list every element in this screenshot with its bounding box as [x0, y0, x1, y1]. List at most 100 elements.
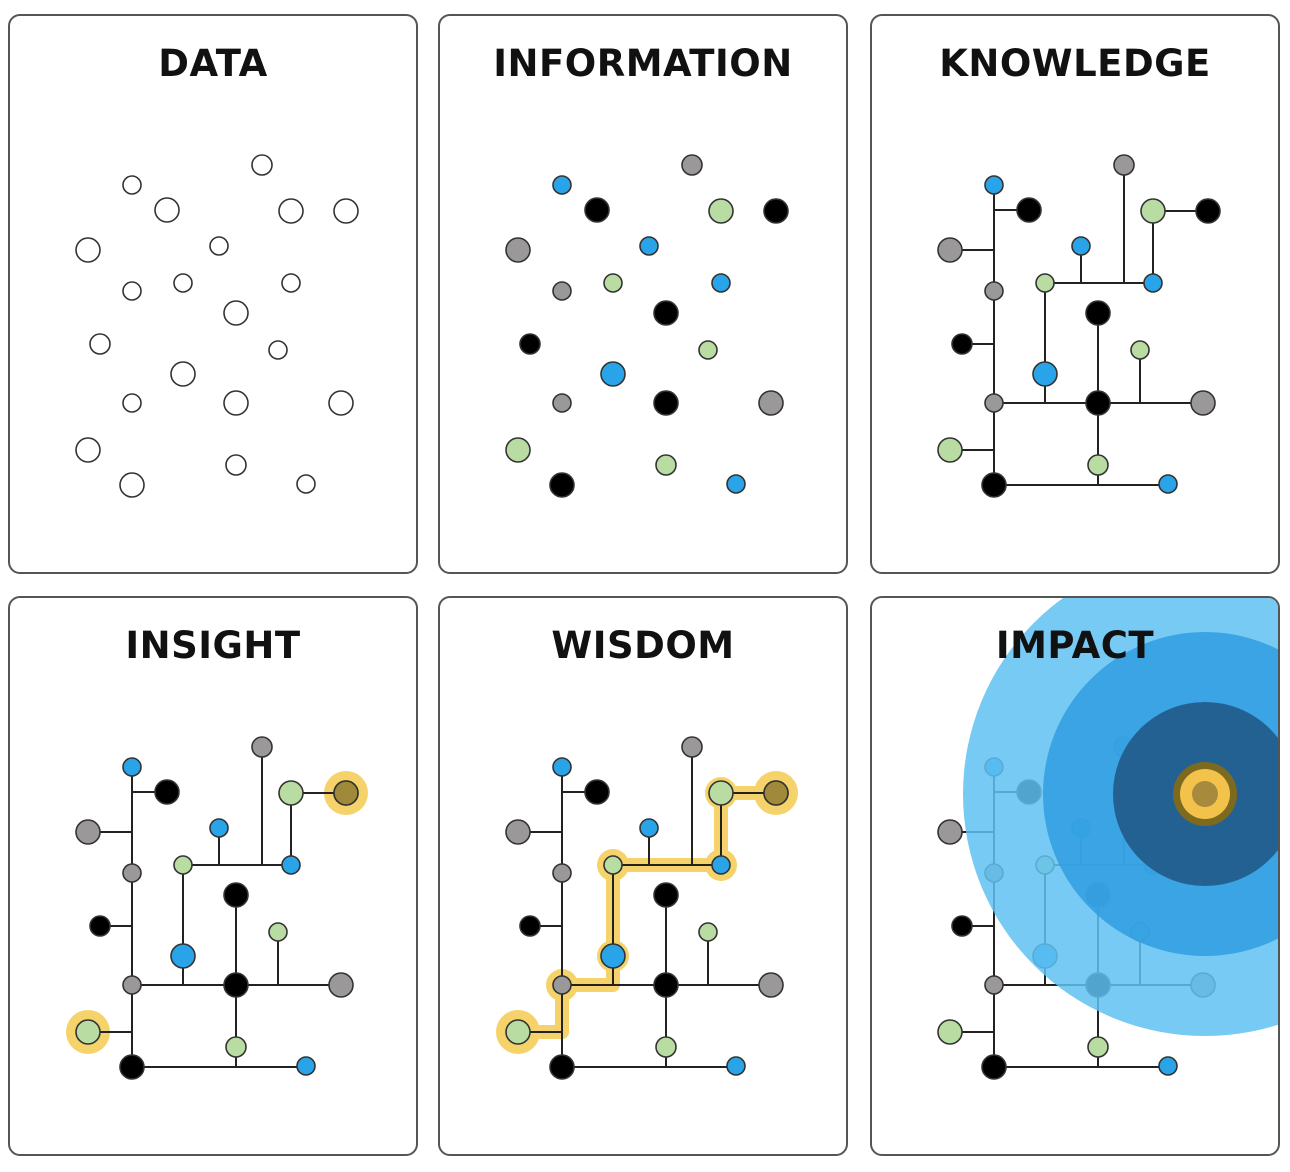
node-empty — [278, 198, 304, 224]
node-black — [653, 882, 679, 908]
panel-title: DATA — [158, 42, 268, 85]
node-blue — [1032, 361, 1058, 387]
node-gray — [758, 972, 784, 998]
node-green — [278, 780, 304, 806]
node-empty — [296, 474, 316, 494]
node-green — [268, 922, 288, 942]
node-green — [937, 1019, 963, 1045]
node-gray — [552, 281, 572, 301]
node-gray — [552, 863, 572, 883]
node-green — [1087, 454, 1109, 476]
node-blue — [552, 757, 572, 777]
panel-information: INFORMATION — [438, 14, 848, 574]
node-gray — [75, 819, 101, 845]
node-black — [584, 197, 610, 223]
node-black — [154, 779, 180, 805]
node-empty — [122, 281, 142, 301]
node-black — [981, 472, 1007, 498]
node-gray — [984, 281, 1004, 301]
node-empty — [223, 300, 249, 326]
node-gray — [328, 972, 354, 998]
node-black — [223, 972, 249, 998]
data-scatter — [75, 154, 359, 498]
target-core — [1192, 781, 1218, 807]
node-blue — [639, 236, 659, 256]
node-black — [1085, 300, 1111, 326]
node-black — [653, 972, 679, 998]
node-black — [653, 300, 679, 326]
panel-title: WISDOM — [551, 624, 735, 667]
node-green — [708, 198, 734, 224]
panel-title: KNOWLEDGE — [939, 42, 1211, 85]
node-empty — [209, 236, 229, 256]
node-black — [763, 198, 789, 224]
knowledge-network — [937, 154, 1221, 498]
node-green — [1140, 198, 1166, 224]
node-green — [698, 922, 718, 942]
impact-network — [937, 598, 1278, 1080]
panel-title: INFORMATION — [493, 42, 793, 85]
node-gray — [1190, 390, 1216, 416]
node-green — [708, 780, 734, 806]
node-blue — [1158, 1056, 1178, 1076]
node-gray — [937, 819, 963, 845]
node-black — [549, 472, 575, 498]
node-green — [505, 437, 531, 463]
node-green — [173, 855, 193, 875]
node-empty — [170, 361, 196, 387]
node-black — [549, 1054, 575, 1080]
node-black — [519, 915, 541, 937]
node-gray — [505, 237, 531, 263]
node-blue — [600, 361, 626, 387]
node-black — [1195, 198, 1221, 224]
node-gray — [681, 154, 703, 176]
node-gray — [758, 390, 784, 416]
node-empty — [268, 340, 288, 360]
node-green — [698, 340, 718, 360]
node-gray — [251, 736, 273, 758]
node-blue — [122, 757, 142, 777]
node-black — [223, 882, 249, 908]
panel-title: INSIGHT — [125, 624, 301, 667]
node-green — [603, 855, 623, 875]
node-blue — [281, 855, 301, 875]
node-black — [981, 1054, 1007, 1080]
node-blue — [296, 1056, 316, 1076]
node-black — [119, 1054, 145, 1080]
node-empty — [251, 154, 273, 176]
node-green — [1035, 273, 1055, 293]
node-blue — [726, 474, 746, 494]
node-black — [519, 333, 541, 355]
panel-wisdom: WISDOM — [438, 596, 848, 1156]
panel-title: IMPACT — [995, 624, 1155, 667]
node-blue — [711, 855, 731, 875]
node-gray — [122, 975, 142, 995]
node-green — [75, 1019, 101, 1045]
node-blue — [600, 943, 626, 969]
node-blue — [1143, 273, 1163, 293]
node-green — [505, 1019, 531, 1045]
insight-node — [333, 780, 359, 806]
node-blue — [552, 175, 572, 195]
node-green — [1130, 340, 1150, 360]
node-gray — [984, 975, 1004, 995]
node-black — [951, 333, 973, 355]
node-empty — [154, 197, 180, 223]
node-empty — [89, 333, 111, 355]
insight-network — [66, 736, 368, 1080]
node-gray — [552, 393, 572, 413]
node-empty — [223, 390, 249, 416]
node-black — [584, 779, 610, 805]
panel-knowledge: KNOWLEDGE — [870, 14, 1280, 574]
node-green — [937, 437, 963, 463]
node-empty — [122, 175, 142, 195]
node-empty — [119, 472, 145, 498]
node-empty — [173, 273, 193, 293]
node-green — [655, 1036, 677, 1058]
node-green — [655, 454, 677, 476]
node-blue — [726, 1056, 746, 1076]
node-empty — [75, 237, 101, 263]
node-black — [89, 915, 111, 937]
node-gray — [552, 975, 572, 995]
node-empty — [333, 198, 359, 224]
